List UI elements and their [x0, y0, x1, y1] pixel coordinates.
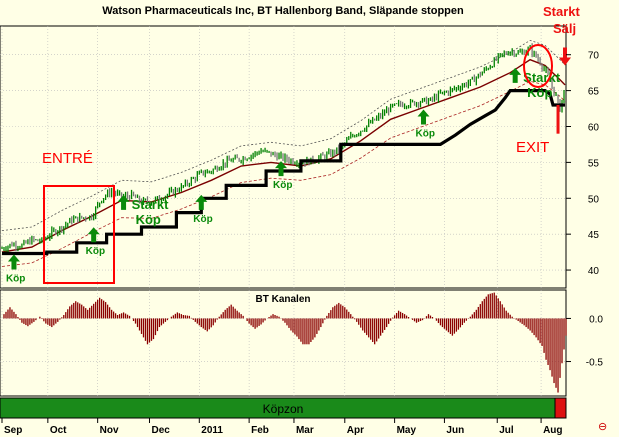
chart-title: Watson Pharmaceuticals Inc, BT Hallenbor… [102, 5, 464, 17]
sell-signal-label: Starkt [543, 4, 581, 19]
buy-signal-label: Starkt [132, 197, 170, 212]
oscillator-frame [0, 289, 567, 397]
trailing-stop-series [2, 89, 565, 256]
x-tick-label: Aug [543, 425, 562, 436]
sell-arrow-icon [559, 47, 572, 66]
main-y-tick-label: 65 [588, 87, 600, 98]
x-tick-label: Jul [499, 425, 514, 436]
buy-signal-label: Köp [527, 85, 552, 100]
buy-arrow-icon [275, 161, 288, 177]
osc-y-tick-label: -0.5 [586, 358, 604, 369]
buy-signal-label: Köp [416, 128, 435, 139]
trailing-stop-line [2, 89, 565, 256]
buy-arrow-icon [195, 194, 208, 210]
buy-arrow-icon [87, 227, 100, 243]
main-y-tick-label: 40 [588, 266, 600, 277]
buy-signal-label: Köp [273, 180, 292, 191]
band-upper-line [1, 39, 566, 231]
oscillator-title: BT Kanalen [255, 294, 310, 305]
main-y-axis: 40 45 50 55 60 65 70 [566, 51, 599, 277]
buy-arrow-icon [417, 109, 430, 125]
main-y-tick-label: 60 [588, 122, 600, 133]
buy-signal-label: Köp [136, 212, 161, 227]
buy-signal-label: Köp [193, 214, 212, 225]
exit-circle [523, 44, 553, 88]
x-tick-label: Sep [4, 425, 22, 436]
x-tick-label: 2011 [201, 425, 223, 436]
x-tick-label: Dec [151, 425, 170, 436]
x-tick-label: Nov [100, 425, 119, 436]
x-tick-label: Apr [347, 425, 364, 436]
x-tick-label: May [397, 425, 417, 436]
x-tick-label: Oct [50, 425, 67, 436]
oscillator-y-axis: 0.0 -0.5 [566, 314, 604, 369]
buy-signal-label: Köp [6, 273, 25, 284]
price-series [1, 43, 565, 253]
buy-signal-label: Köp [86, 246, 105, 257]
x-tick-label: Jun [446, 425, 464, 436]
x-tick-label: Feb [251, 425, 269, 436]
x-tick-label: Mar [296, 425, 314, 436]
kopzon-label: Köpzon [263, 402, 304, 416]
osc-y-tick-label: 0.0 [589, 314, 603, 325]
main-y-tick-label: 45 [588, 230, 600, 241]
oscillator-bars [3, 292, 567, 393]
entre-box [43, 185, 115, 284]
x-axis: Sep Oct Nov Dec 2011 Feb Mar Apr May Jun Jul Aug [1, 418, 563, 436]
buy-arrow-icon [117, 194, 130, 210]
buy-arrow-icon [7, 254, 20, 270]
buy-arrow-icon [509, 67, 522, 83]
footer-symbol[interactable]: ⊖ [598, 421, 607, 433]
sell-signal-label: Sälj [553, 21, 576, 36]
band-lower-line [1, 80, 566, 267]
main-y-tick-label: 50 [588, 194, 600, 205]
entre-annotation: ENTRÉ [42, 150, 93, 167]
main-y-tick-label: 70 [588, 51, 600, 62]
saljzon-bar [554, 397, 567, 419]
main-y-tick-label: 55 [588, 158, 600, 169]
exit-annotation: EXIT [516, 139, 549, 156]
